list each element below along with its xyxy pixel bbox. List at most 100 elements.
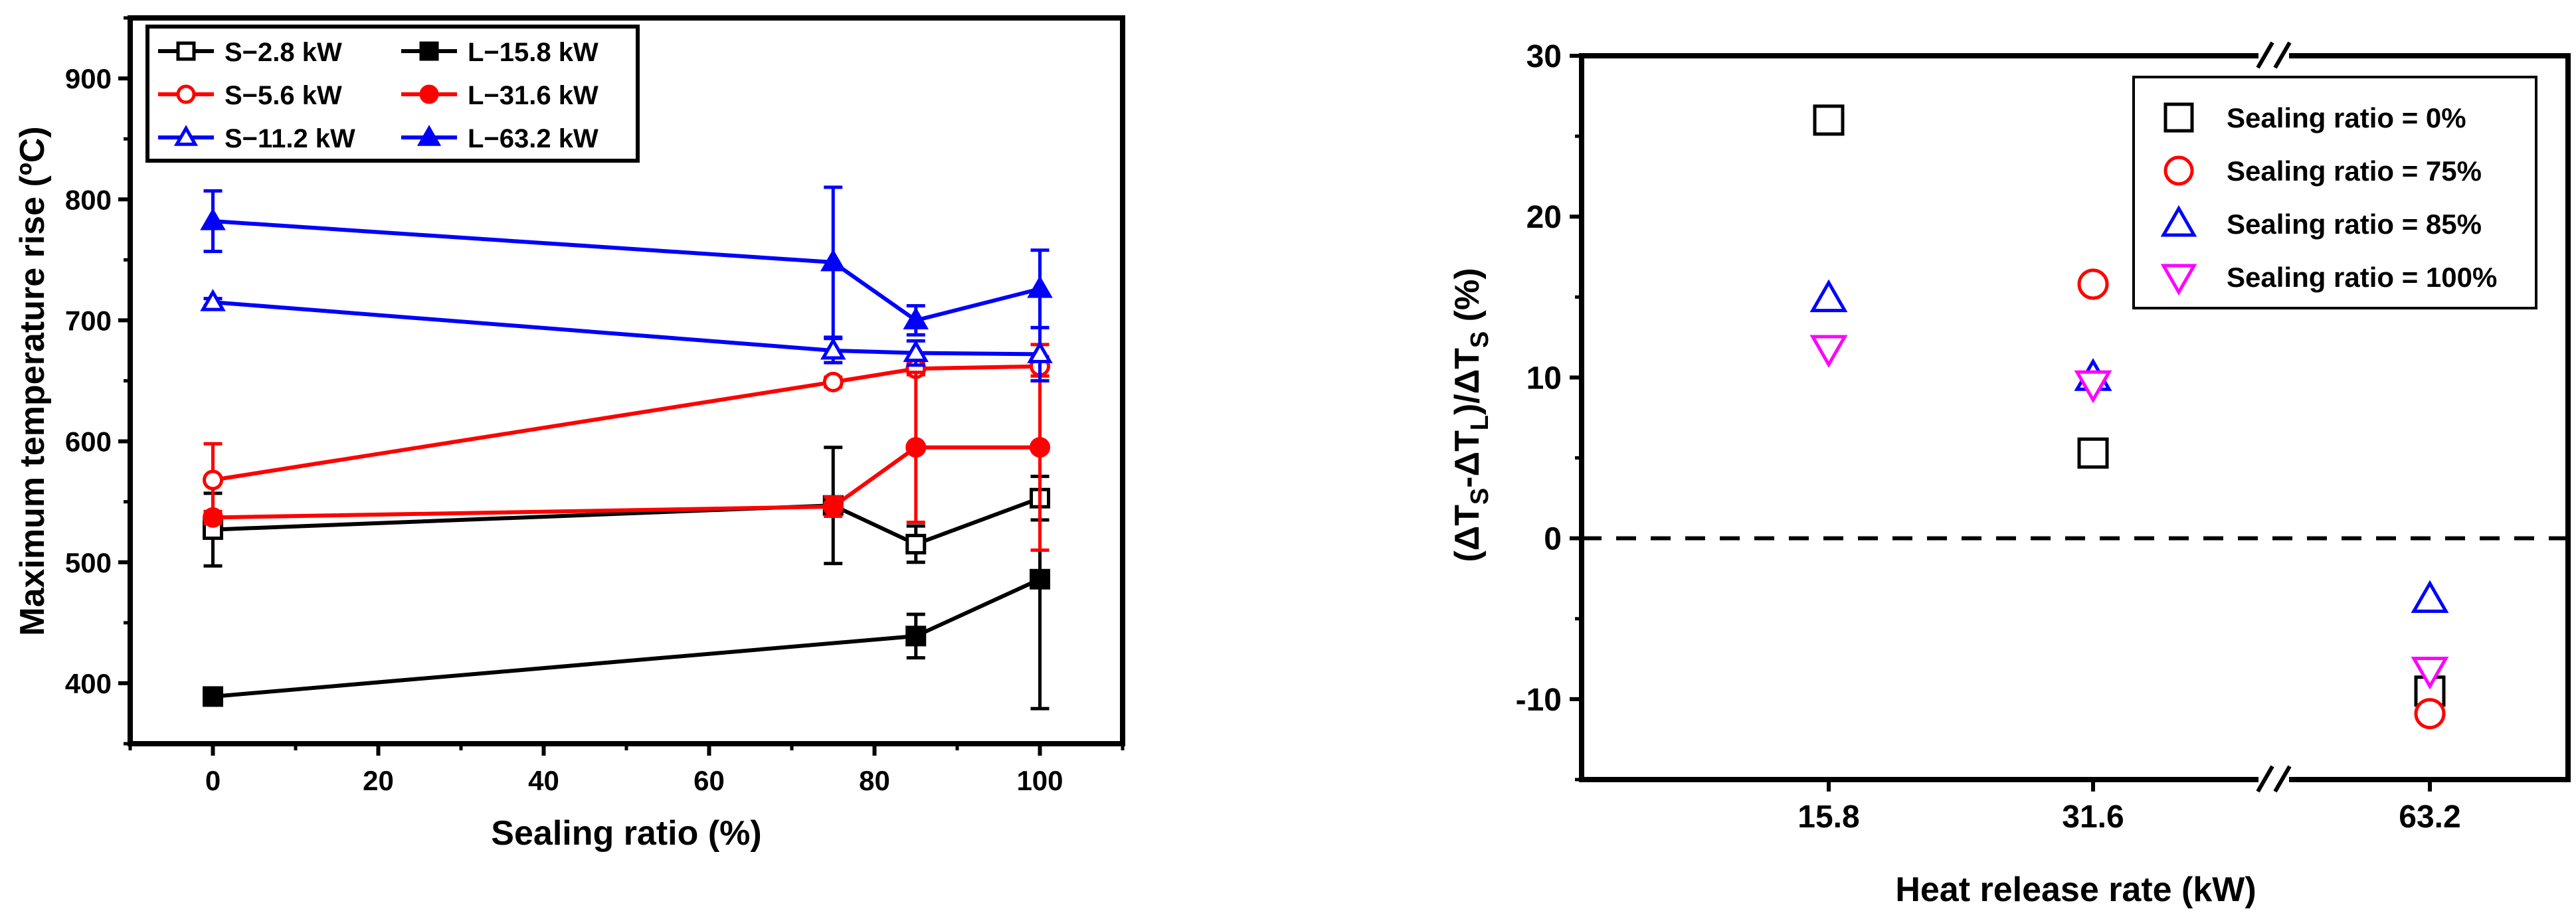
data-point xyxy=(2411,580,2449,614)
legend-label: Sealing ratio = 75% xyxy=(2227,155,2482,187)
data-point xyxy=(200,289,226,311)
legend-marker xyxy=(2160,205,2197,237)
legend-marker xyxy=(173,125,199,146)
right-series-group xyxy=(1809,104,2449,730)
left-x-axis-title: Sealing ratio (%) xyxy=(491,814,761,853)
right-x-ticks: 15.8 31.6 63.2 xyxy=(1797,780,2461,835)
data-point xyxy=(203,507,223,528)
data-point xyxy=(203,686,223,707)
legend-label: L−31.6 kW xyxy=(468,81,598,110)
data-point xyxy=(2077,437,2109,469)
series-Sealing ratio = 75% xyxy=(2077,268,2446,730)
y-tick-label: 30 xyxy=(1526,39,1562,74)
data-point xyxy=(2411,656,2449,690)
series-L−15.8 kW xyxy=(203,448,1050,711)
ylabel-sub-l: L xyxy=(1466,415,1494,430)
legend-label: Sealing ratio = 85% xyxy=(2227,209,2482,240)
data-point xyxy=(2074,370,2112,404)
legend-marker xyxy=(2163,102,2194,133)
series-L−63.2 kW xyxy=(200,185,1053,339)
y-tick-label: 0 xyxy=(1544,522,1562,557)
data-point xyxy=(820,337,846,360)
data-point xyxy=(203,519,223,541)
data-point xyxy=(1027,341,1053,363)
ylabel-sub-s: S xyxy=(1466,488,1494,505)
y-tick-label: -10 xyxy=(1516,683,1562,718)
series-line xyxy=(213,364,1040,482)
series-S−2.8 kW xyxy=(203,446,1050,568)
data-point xyxy=(200,208,226,230)
y-tick-label: 700 xyxy=(65,305,112,336)
y-tick-label: 500 xyxy=(65,547,112,578)
y-tick-label: 20 xyxy=(1526,200,1562,235)
data-point xyxy=(822,371,844,392)
legend-label: L−15.8 kW xyxy=(468,38,598,67)
legend-marker xyxy=(419,84,439,104)
ylabel-part: (ΔT xyxy=(1448,505,1487,562)
ylabel-part: )/ΔT xyxy=(1448,348,1487,415)
data-point xyxy=(1813,104,1845,136)
x-tick-label: 31.6 xyxy=(2062,799,2124,835)
legend-marker xyxy=(176,84,196,104)
y-tick-label: 10 xyxy=(1526,361,1562,396)
left-chart-panel: 400 500 600 700 800 900 0 20 40 60 80 100 Sealing … xyxy=(13,15,1125,853)
data-point xyxy=(203,469,223,491)
x-tick-label: 15.8 xyxy=(1797,799,1859,835)
data-point xyxy=(820,249,846,272)
x-tick-label: 100 xyxy=(1016,765,1063,796)
legend-marker xyxy=(419,41,439,61)
ylabel-part: (%) xyxy=(1448,268,1487,331)
ylabel-part: -ΔT xyxy=(1448,430,1487,488)
x-tick-label: 40 xyxy=(528,765,559,796)
data-point xyxy=(905,437,927,458)
data-point xyxy=(903,339,929,363)
left-legend-box xyxy=(145,25,640,163)
data-point xyxy=(905,626,927,647)
x-tick-label: 60 xyxy=(693,765,725,796)
data-point xyxy=(1809,335,1848,369)
series-Sealing ratio = 85% xyxy=(1809,279,2449,614)
data-point xyxy=(1027,276,1053,298)
axis-break-bottom xyxy=(2256,765,2292,793)
series-line xyxy=(213,445,1040,520)
y-tick-label: 800 xyxy=(65,184,112,215)
data-point xyxy=(2077,268,2109,300)
series-Sealing ratio = 100% xyxy=(1809,335,2449,690)
legend-marker xyxy=(416,125,442,146)
legend-label: S−2.8 kW xyxy=(225,38,342,67)
right-legend: Sealing ratio = 0% Sealing ratio = 75% Sea… xyxy=(2132,76,2537,309)
right-legend-box xyxy=(2132,76,2537,309)
right-y-axis-title: (ΔTS-ΔTL)/ΔTS (%) xyxy=(1448,268,1494,562)
legend-label: L−63.2 kW xyxy=(468,124,598,153)
right-y-ticks: -10 0 10 20 30 xyxy=(1516,39,1582,782)
data-point xyxy=(903,307,929,329)
series-line xyxy=(213,219,1041,323)
x-tick-label: 80 xyxy=(859,765,890,796)
data-point xyxy=(822,496,844,517)
series-line xyxy=(213,496,1041,546)
left-legend: S−2.8 kW L−15.8 kW S−5.6 kW L−31.6 kW S−11.2… xyxy=(145,25,640,163)
series-S−5.6 kW xyxy=(203,355,1050,519)
x-tick-label: 63.2 xyxy=(2399,799,2460,835)
legend-label: Sealing ratio = 100% xyxy=(2227,262,2497,293)
data-point xyxy=(1030,437,1050,458)
series-line xyxy=(213,300,1040,357)
right-x-axis-title: Heat release rate (kW) xyxy=(1895,871,2256,909)
left-y-axis-title: Maximum temperature rise (ºC) xyxy=(13,126,52,635)
left-x-ticks: 0 20 40 60 80 100 xyxy=(128,744,1125,796)
left-y-ticks: 400 500 600 700 800 900 xyxy=(65,16,130,746)
x-tick-label: 0 xyxy=(205,765,221,796)
data-point xyxy=(1809,279,1848,313)
legend-label: Sealing ratio = 0% xyxy=(2227,102,2466,133)
legend-label: S−5.6 kW xyxy=(225,81,342,110)
axis-break-top xyxy=(2256,41,2292,69)
x-tick-label: 20 xyxy=(363,765,394,796)
right-chart-panel: -10 0 10 20 30 15.8 31.6 63.2 Heat release rat… xyxy=(1448,39,2571,909)
legend-marker xyxy=(2163,155,2194,186)
data-point xyxy=(905,533,927,554)
left-series-group xyxy=(200,185,1053,711)
series-L−31.6 kW xyxy=(203,343,1050,552)
legend-marker xyxy=(2160,264,2197,296)
data-point xyxy=(2414,698,2446,730)
